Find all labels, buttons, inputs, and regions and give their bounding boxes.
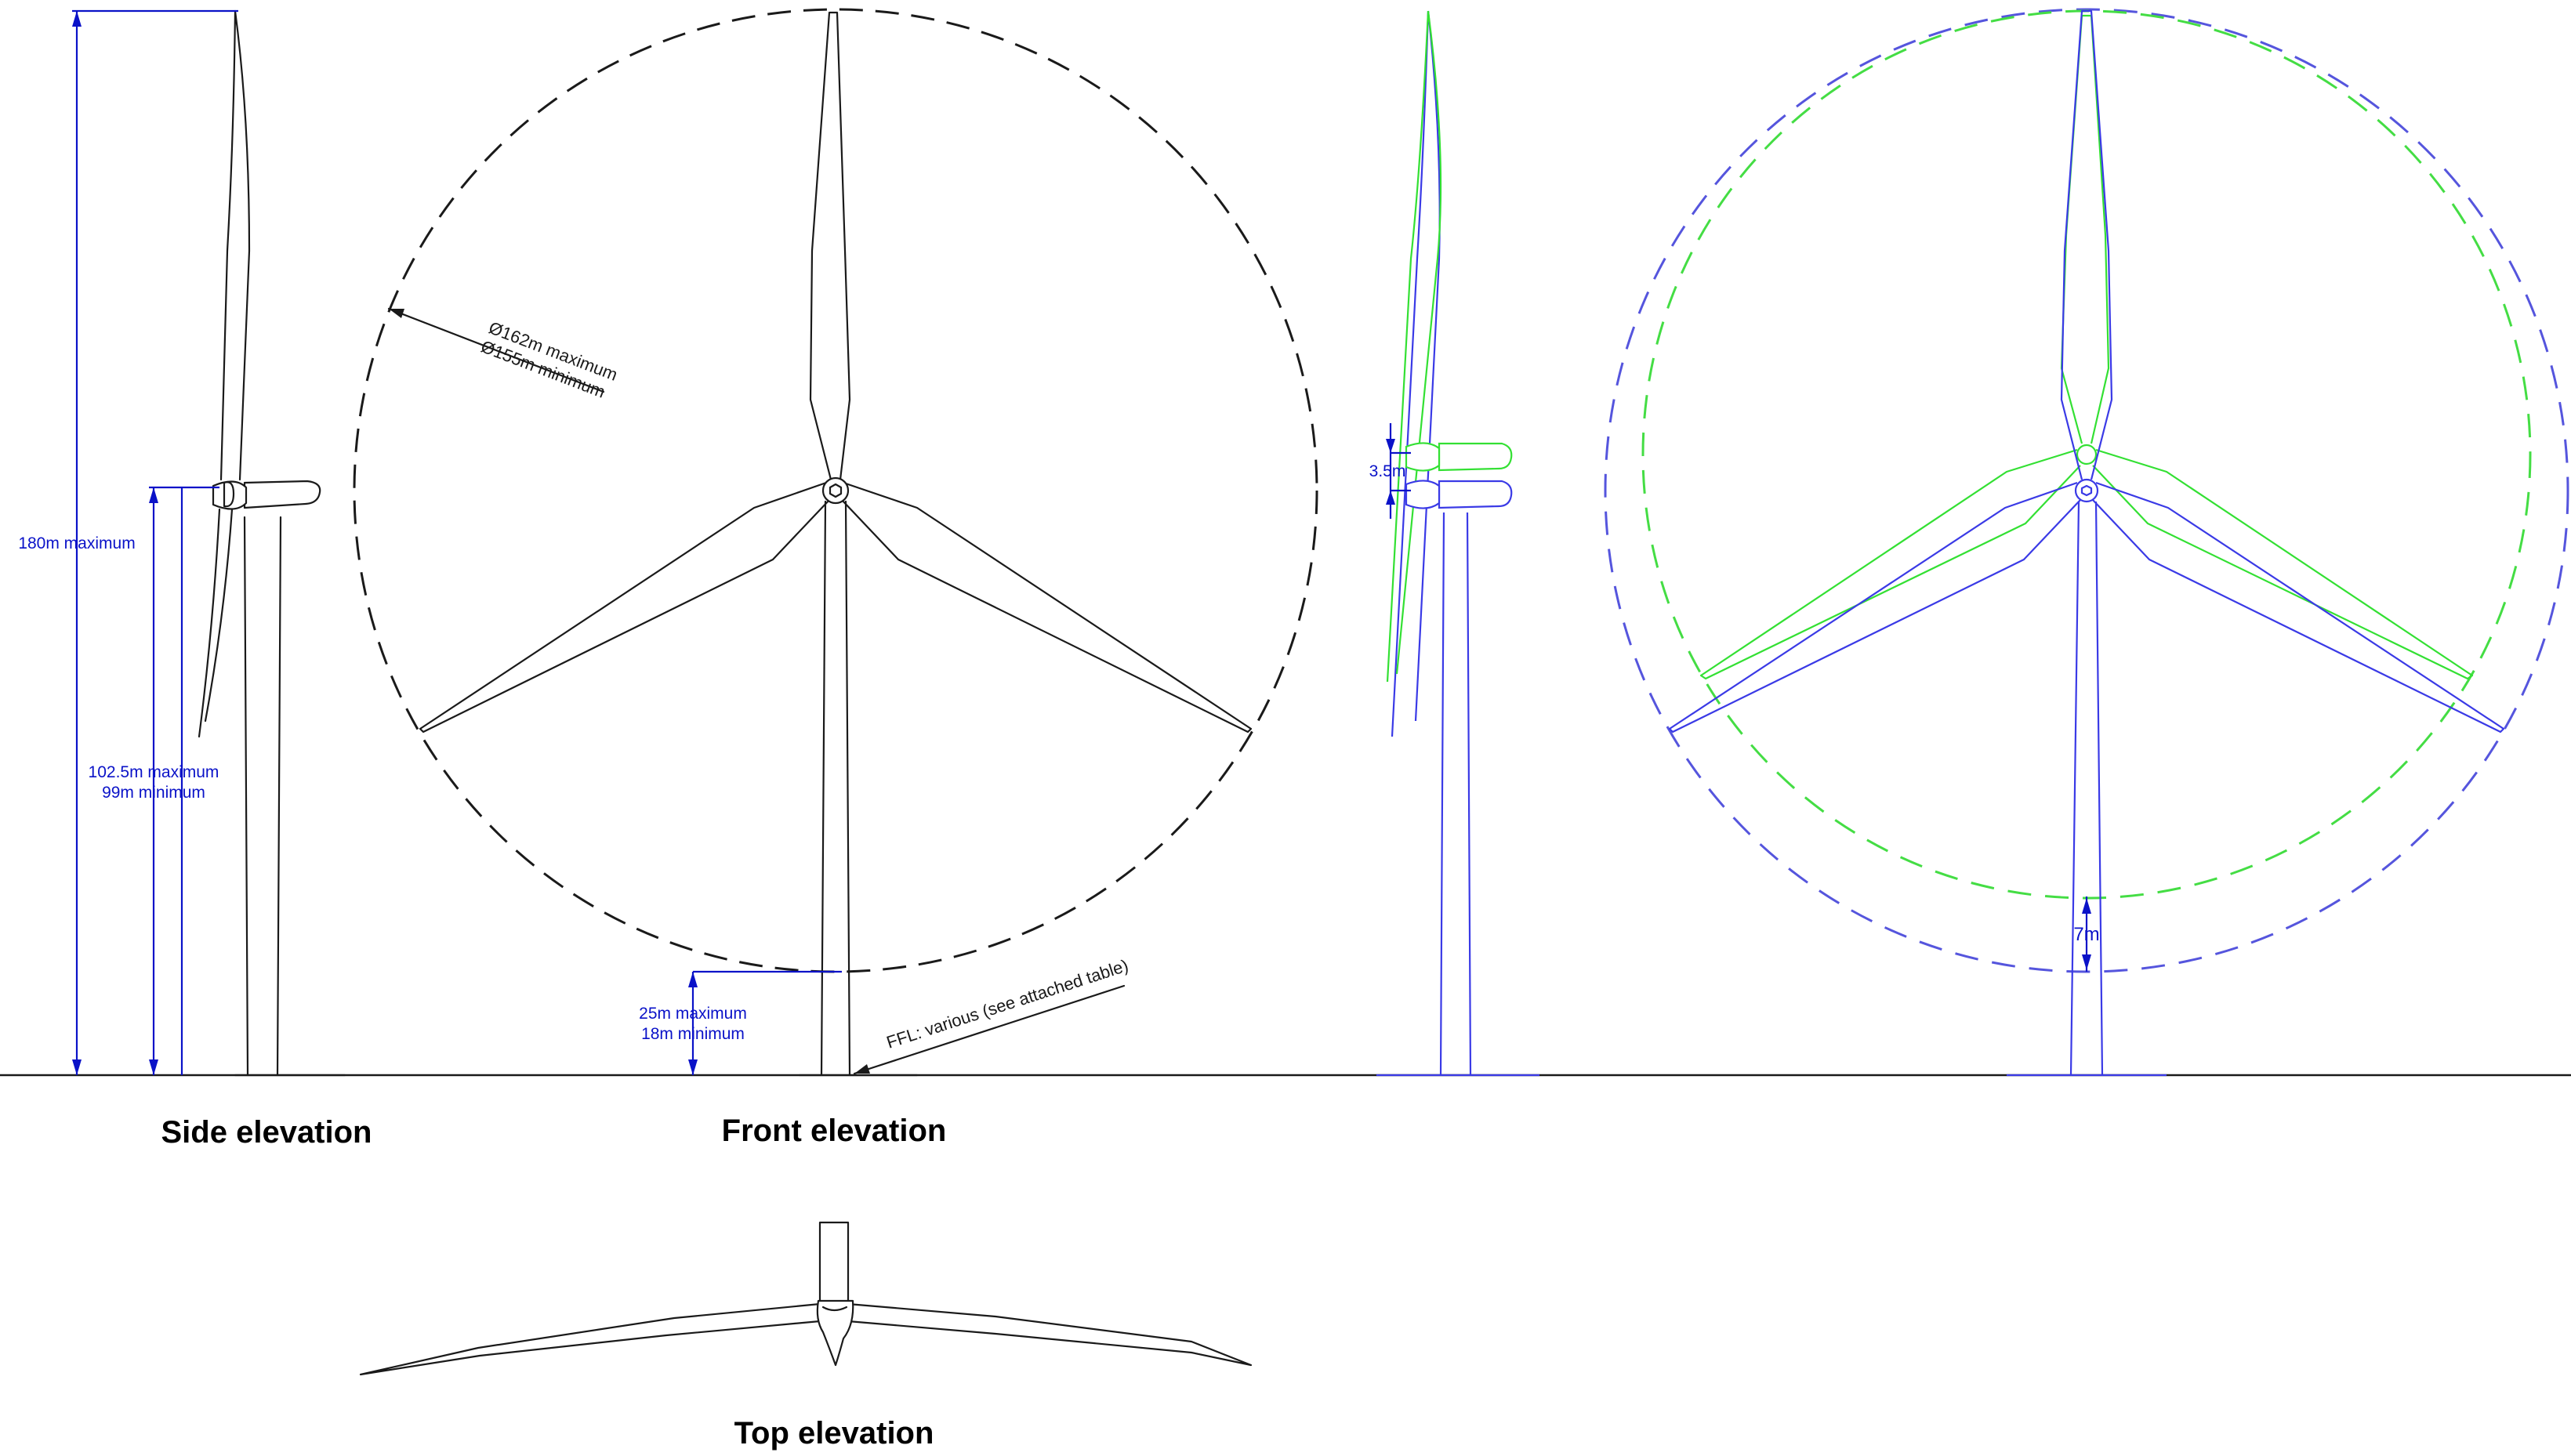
top-blade-left <box>359 1302 821 1376</box>
hub-height-min-label: 99m minimum <box>102 784 205 802</box>
front-elevation-title: Front elevation <box>722 1114 947 1148</box>
ground-clearance-max-label: 25m maximum <box>639 1005 747 1023</box>
front-blade-right <box>840 481 1253 733</box>
top-elevation-title: Top elevation <box>734 1416 934 1451</box>
side-blade <box>219 9 251 481</box>
top-hub <box>816 1299 854 1367</box>
hub-offset-label: 3.5m <box>1369 462 1406 480</box>
front-hub <box>821 476 850 505</box>
hub-height-max-label: 102.5m maximum <box>89 763 219 781</box>
ground-clearance-min-label: 18m minimum <box>641 1025 745 1043</box>
comparison-front-view: 7m <box>1604 8 2569 1077</box>
front-blade-up <box>809 11 851 481</box>
side-elevation-title: Side elevation <box>161 1115 372 1150</box>
tip-height-label: 180m maximum <box>18 534 135 552</box>
top-elevation-view <box>359 1221 1253 1376</box>
top-blade-right <box>847 1302 1253 1367</box>
side-elevation-view: 180m maximum 102.5m maximum 99m minimum <box>18 9 346 1077</box>
tip-clearance-offset-label: 7m <box>2073 924 2099 945</box>
top-nacelle <box>818 1221 850 1306</box>
side-nacelle <box>243 480 321 509</box>
front-elevation-view: Ø162m maximum Ø155m minimum 25m maximum … <box>353 8 1318 1077</box>
ffl-note: FFL: various (see attached table) <box>884 955 1131 1052</box>
rotor-swept-circle <box>353 8 1318 973</box>
comparison-side-view: 3.5m <box>1369 10 1539 1077</box>
front-blade-left <box>419 481 831 733</box>
